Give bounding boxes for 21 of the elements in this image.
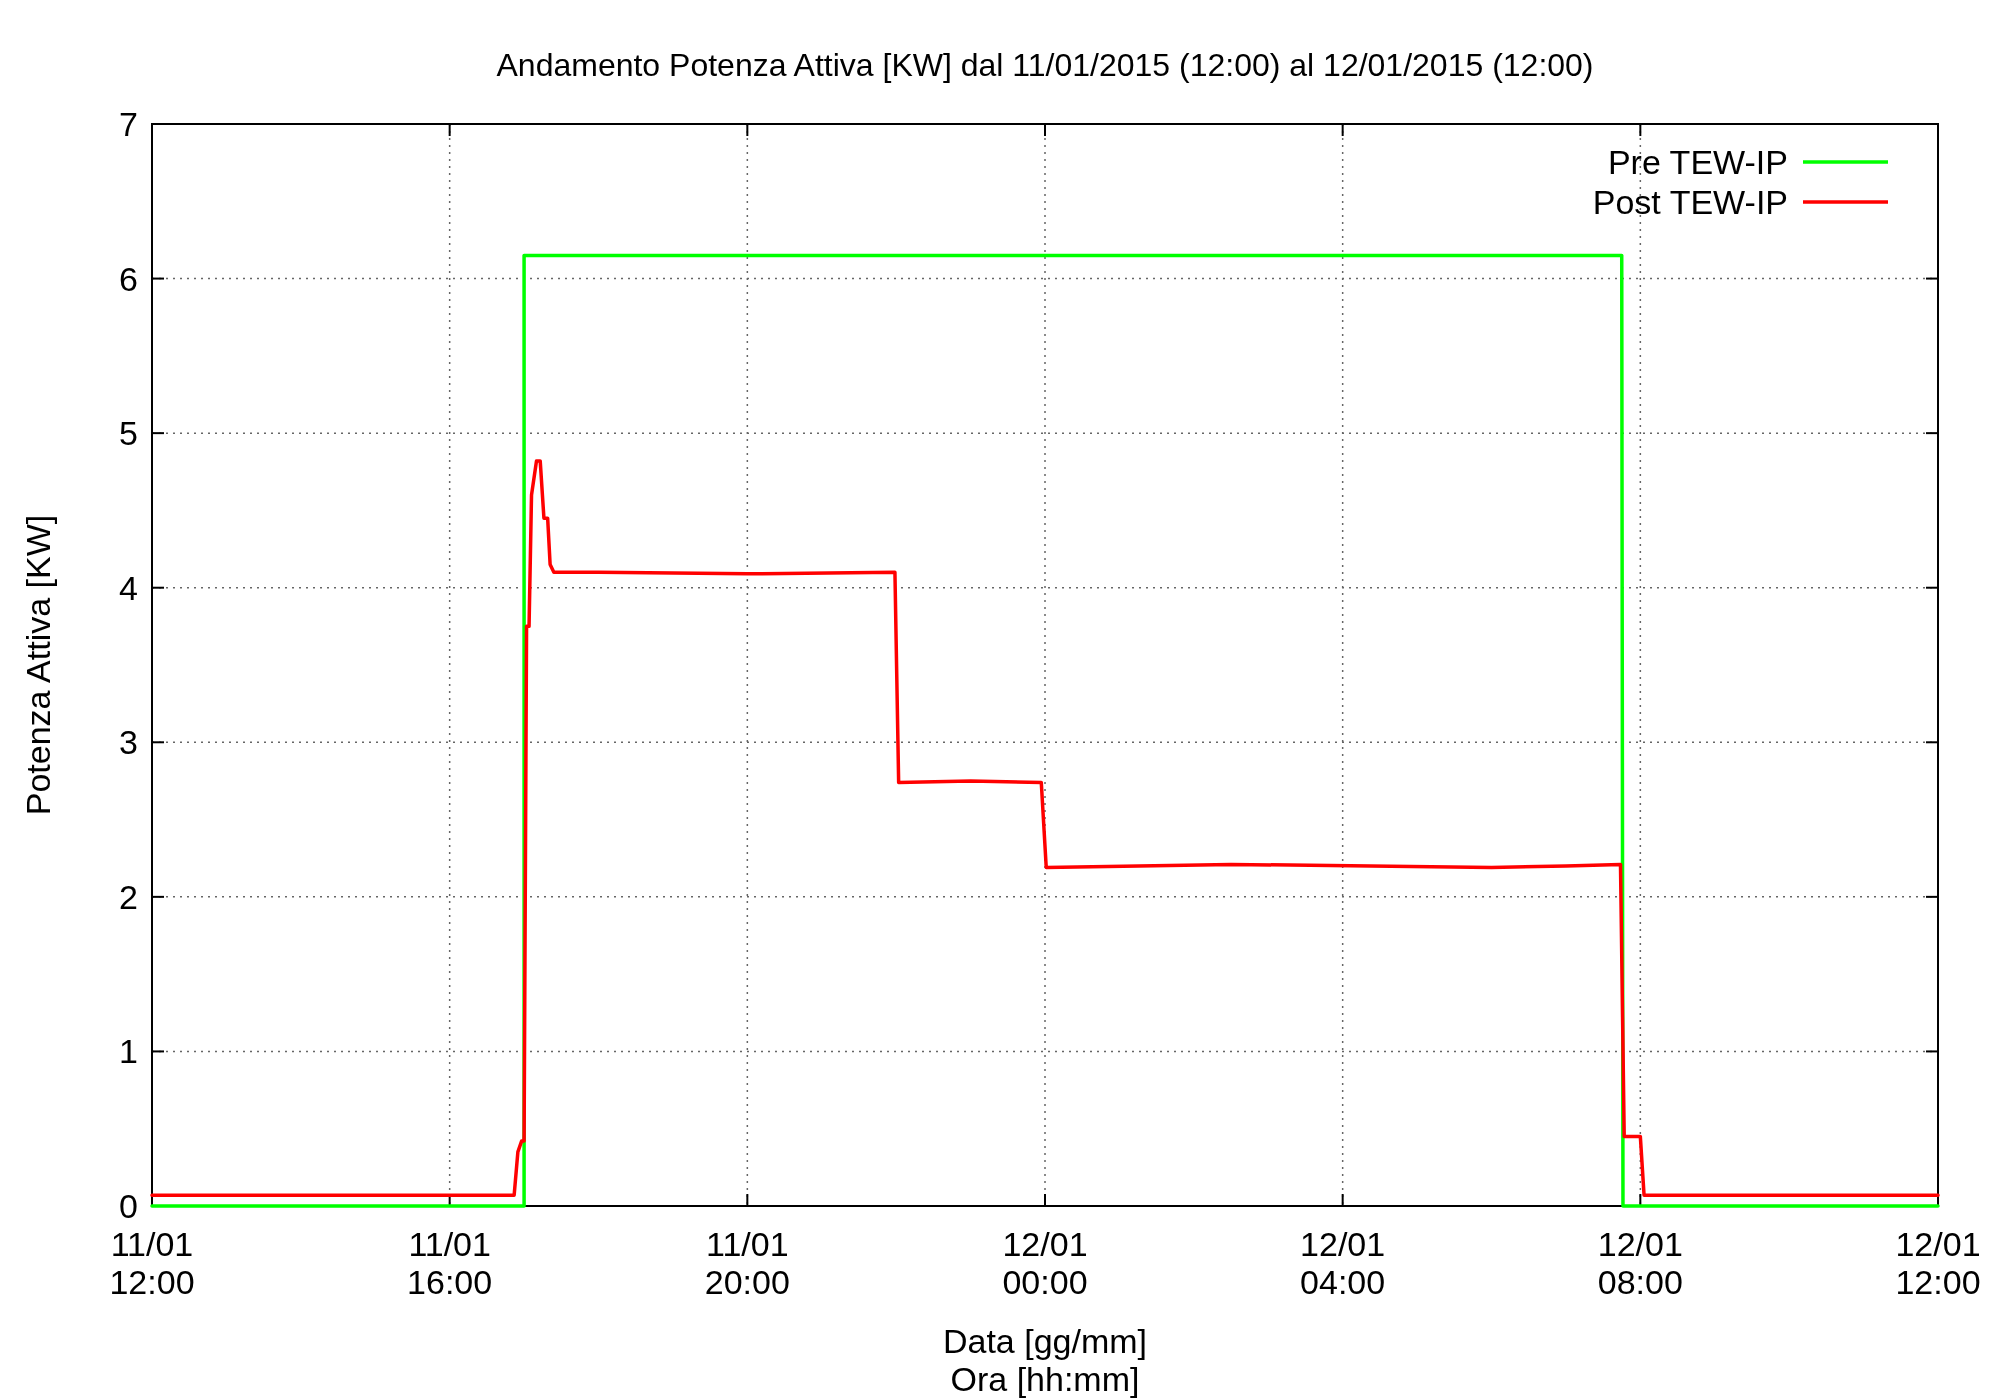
legend-label: Post TEW-IP <box>1592 183 1788 221</box>
y-tick-label: 6 <box>119 259 138 298</box>
x-tick-label: 12/01 08:00 <box>1597 1225 1683 1301</box>
y-tick-label: 0 <box>119 1187 138 1225</box>
x-tick-label: 12/01 12:00 <box>1895 1225 1981 1301</box>
x-tick-label: 11/01 12:00 <box>109 1225 195 1301</box>
y-tick-label: 5 <box>119 414 138 453</box>
x-tick-label: 12/01 04:00 <box>1300 1225 1386 1301</box>
x-tick-label: 11/01 16:00 <box>407 1225 493 1301</box>
y-tick-label: 3 <box>119 723 138 762</box>
x-axis-title: Data [gg/mm] Ora [hh:mm] <box>942 1322 1148 1398</box>
x-tick-label: 11/01 20:00 <box>704 1225 790 1301</box>
y-tick-label: 4 <box>119 568 138 607</box>
chart-title: Andamento Potenza Attiva [KW] dal 11/01/2015 (12:00) al 12/01/2015 (12:00) <box>496 47 1594 83</box>
y-tick-label: 2 <box>119 877 138 916</box>
legend-label: Pre TEW-IP <box>1607 143 1788 181</box>
x-tick-label: 12/01 00:00 <box>1002 1225 1088 1301</box>
line-series <box>150 459 1940 1197</box>
y-axis-title: Potenza Attiva [KW] <box>19 514 57 816</box>
y-tick-label: 7 <box>119 105 138 143</box>
y-tick-label: 1 <box>119 1032 138 1071</box>
